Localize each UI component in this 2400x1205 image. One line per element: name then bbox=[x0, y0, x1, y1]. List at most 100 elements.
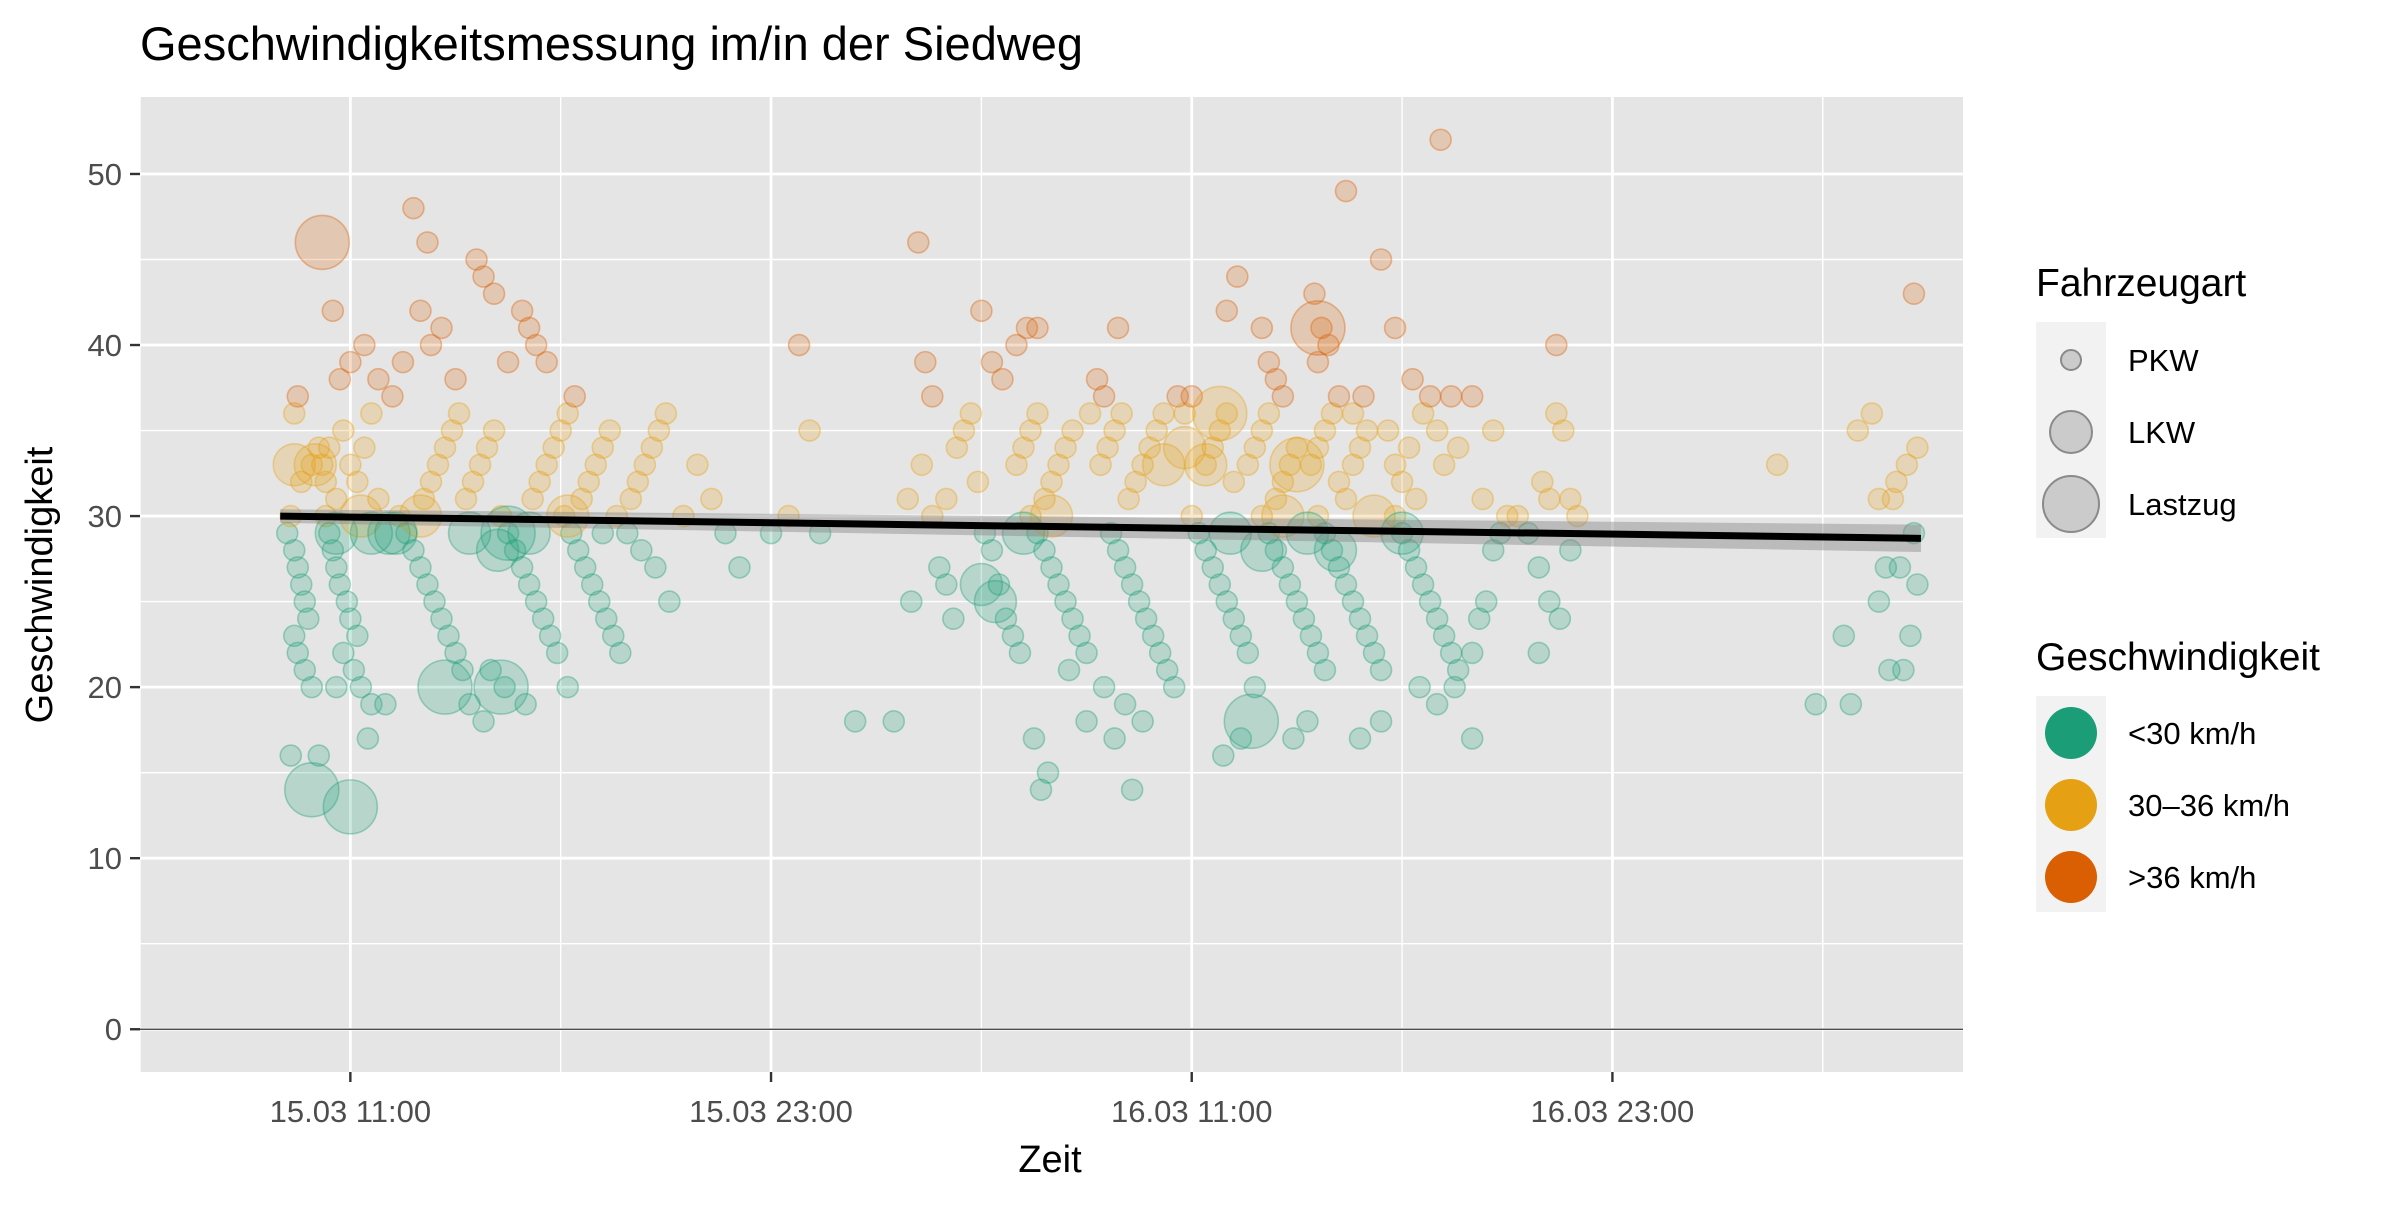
data-point bbox=[556, 675, 580, 699]
data-point bbox=[1313, 658, 1337, 682]
data-point bbox=[472, 710, 495, 733]
data-point bbox=[1867, 590, 1891, 613]
data-point bbox=[1131, 710, 1154, 733]
data-point bbox=[896, 487, 920, 511]
data-point bbox=[479, 658, 502, 682]
data-point bbox=[454, 487, 478, 511]
data-point bbox=[524, 333, 548, 357]
data-point bbox=[654, 402, 678, 425]
data-point bbox=[531, 607, 555, 631]
data-point bbox=[1208, 419, 1232, 442]
data-point bbox=[493, 675, 516, 699]
data-point bbox=[367, 367, 390, 391]
data-point bbox=[1110, 402, 1133, 425]
data-point bbox=[1191, 385, 1248, 442]
data-point bbox=[1425, 607, 1449, 631]
data-point bbox=[1383, 504, 1407, 528]
data-point bbox=[1138, 436, 1161, 459]
data-point bbox=[417, 659, 473, 715]
x-tick-label: 16.03 23:00 bbox=[1531, 1094, 1695, 1129]
data-point bbox=[1341, 453, 1365, 477]
data-point bbox=[1243, 675, 1267, 699]
data-point bbox=[1408, 675, 1431, 699]
data-point bbox=[899, 590, 923, 613]
data-point bbox=[293, 658, 317, 682]
data-point bbox=[1036, 761, 1060, 784]
data-point bbox=[1019, 419, 1042, 442]
data-point bbox=[966, 470, 990, 494]
data-point bbox=[461, 470, 485, 494]
data-point bbox=[633, 453, 657, 477]
data-point bbox=[300, 453, 324, 477]
data-point bbox=[349, 511, 394, 555]
legend-color-key bbox=[2045, 851, 2097, 903]
data-point bbox=[444, 641, 467, 665]
x-axis-label: Zeit bbox=[1018, 1139, 1082, 1181]
data-point bbox=[1317, 333, 1340, 357]
data-point bbox=[1411, 402, 1435, 425]
data-point bbox=[416, 573, 439, 596]
data-point bbox=[1467, 607, 1491, 631]
data-point bbox=[626, 470, 650, 494]
data-point bbox=[1250, 316, 1274, 340]
data-point bbox=[482, 419, 506, 442]
data-point bbox=[1531, 470, 1554, 494]
data-point bbox=[1376, 419, 1400, 442]
data-point bbox=[1026, 316, 1049, 340]
data-point bbox=[1906, 436, 1929, 459]
data-point bbox=[514, 692, 537, 716]
data-point bbox=[1383, 453, 1407, 477]
data-point bbox=[686, 453, 709, 477]
data-point bbox=[1432, 624, 1456, 648]
data-point bbox=[1352, 494, 1396, 538]
y-tick-label: 10 bbox=[88, 841, 122, 876]
data-point bbox=[1404, 487, 1428, 511]
legend-color-label: 30–36 km/h bbox=[2128, 788, 2290, 823]
data-point bbox=[1538, 487, 1561, 511]
data-point bbox=[1271, 385, 1295, 408]
data-point bbox=[300, 675, 324, 699]
data-point bbox=[1180, 385, 1204, 408]
data-point bbox=[437, 624, 460, 648]
data-point bbox=[293, 442, 338, 487]
data-point bbox=[1429, 128, 1452, 152]
data-point bbox=[1033, 538, 1056, 562]
legend-size-key bbox=[2049, 410, 2093, 454]
data-point bbox=[346, 470, 369, 494]
data-point bbox=[906, 231, 930, 254]
data-point bbox=[416, 231, 439, 254]
data-point bbox=[1103, 727, 1126, 750]
data-point bbox=[1446, 436, 1470, 459]
trend-line-group bbox=[280, 509, 1921, 552]
data-point bbox=[1432, 453, 1456, 477]
data-point bbox=[1166, 385, 1190, 408]
data-point bbox=[538, 624, 562, 648]
data-point bbox=[1278, 453, 1302, 477]
legend-color-label: >36 km/h bbox=[2128, 860, 2256, 895]
x-tick-label: 15.03 23:00 bbox=[689, 1094, 853, 1129]
data-point bbox=[1306, 504, 1330, 528]
data-point bbox=[1418, 590, 1442, 613]
data-point bbox=[1278, 573, 1302, 596]
data-point bbox=[556, 402, 580, 425]
data-point bbox=[1418, 385, 1442, 408]
data-point bbox=[1250, 419, 1274, 442]
data-point bbox=[1411, 573, 1435, 596]
data-point bbox=[1271, 556, 1295, 579]
data-point bbox=[1334, 487, 1358, 511]
data-point bbox=[339, 453, 362, 477]
data-point bbox=[587, 590, 611, 613]
legend-color-key bbox=[2045, 707, 2097, 759]
data-point bbox=[468, 453, 492, 477]
data-point bbox=[1874, 556, 1898, 579]
data-point bbox=[1362, 641, 1386, 665]
data-point bbox=[1885, 470, 1908, 494]
data-point bbox=[517, 316, 541, 340]
data-point bbox=[402, 196, 425, 220]
data-point bbox=[1173, 402, 1197, 425]
data-point bbox=[1566, 504, 1589, 528]
data-point bbox=[524, 590, 548, 613]
data-point bbox=[353, 333, 376, 357]
data-point bbox=[942, 607, 965, 631]
